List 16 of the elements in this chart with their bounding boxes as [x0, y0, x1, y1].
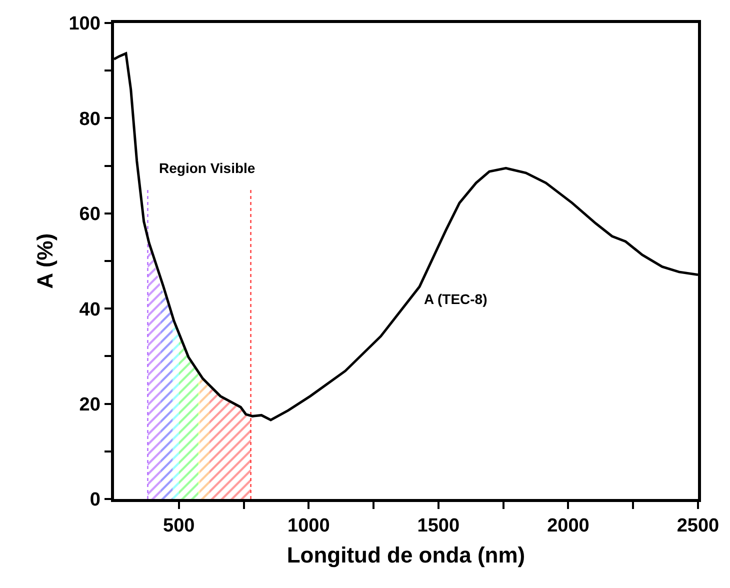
series-label: A (TEC-8): [424, 291, 488, 307]
x-tick-label: 1500: [417, 516, 460, 537]
x-tick-label: 1000: [288, 516, 330, 537]
y-tick-label: 0: [90, 490, 100, 511]
x-axis-title: Longitud de onda (nm): [286, 542, 526, 568]
annotation: Region Visible: [159, 160, 256, 176]
y-tick-label: 80: [79, 108, 100, 130]
x-tick-label: 2000: [547, 516, 590, 537]
y-tick-label: 60: [79, 204, 100, 226]
x-tick-label: 500: [163, 516, 195, 537]
y-axis-title: A (%): [32, 233, 58, 289]
x-tick-label: 2500: [676, 516, 720, 537]
y-tick-label: 100: [68, 14, 100, 35]
line-series: [114, 52, 698, 422]
y-tick-label: 40: [79, 299, 100, 320]
y-tick-label: 20: [79, 394, 100, 416]
